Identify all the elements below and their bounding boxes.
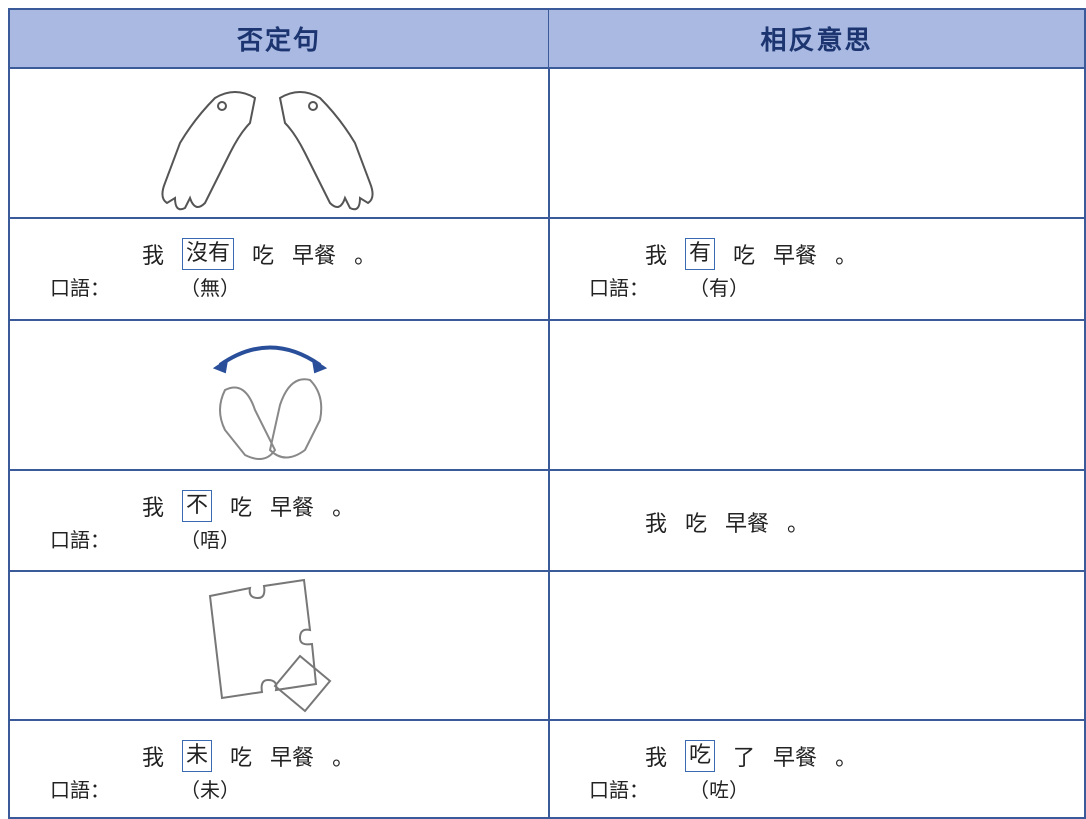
sentence: 我未吃早餐。: [142, 740, 354, 772]
word: 不: [182, 490, 213, 522]
header-cell: 否定句: [8, 8, 550, 69]
word: 吃: [685, 740, 716, 772]
spoken-form: （未）: [180, 778, 240, 802]
word: 。: [332, 496, 355, 521]
empty-cell: [549, 68, 1086, 219]
word: 我: [142, 496, 165, 521]
word: 吃: [685, 512, 708, 537]
sentence: 我吃了早餐。: [645, 740, 857, 772]
word: 早餐: [773, 244, 818, 269]
spoken-form: （咗）: [689, 778, 749, 802]
spoken-label: 口語：: [50, 276, 110, 300]
word: 有: [685, 238, 716, 270]
sentence-cell: 我沒有吃早餐。口語： （無）: [8, 218, 550, 321]
spoken-label: 口語：: [589, 778, 649, 802]
waving-hands-icon: [212, 345, 328, 460]
header-cell: 相反意思: [549, 8, 1086, 69]
word: 我: [645, 512, 668, 537]
word: 早餐: [292, 244, 337, 269]
sentence: 我有吃早餐。: [645, 238, 857, 270]
word: 了: [733, 746, 756, 771]
word: 。: [332, 746, 355, 771]
sentence-cell: 我吃早餐。: [549, 470, 1086, 572]
sentence-cell: 我有吃早餐。口語： （有）: [549, 218, 1086, 321]
sentence-cell: 我不吃早餐。口語： （唔）: [8, 470, 550, 572]
puzzle-icon: [208, 578, 332, 713]
spoken-label: 口語：: [50, 778, 110, 802]
spoken-form: （唔）: [180, 528, 240, 552]
word: 。: [835, 244, 858, 269]
word: 。: [835, 746, 858, 771]
word: 沒有: [182, 238, 235, 270]
sentence: 我不吃早餐。: [142, 490, 354, 522]
word: 吃: [733, 244, 756, 269]
word: 。: [787, 512, 810, 537]
image-cell: [8, 571, 550, 721]
spoken-label: 口語：: [589, 276, 649, 300]
image-cell: [8, 68, 550, 219]
image-cell: [8, 320, 550, 471]
word: 我: [645, 746, 668, 771]
empty-cell: [549, 320, 1086, 471]
word: 吃: [252, 244, 275, 269]
word: 未: [182, 740, 213, 772]
sentence: 我沒有吃早餐。: [142, 238, 376, 270]
word: 。: [354, 244, 377, 269]
word: 早餐: [270, 496, 315, 521]
word: 我: [142, 244, 165, 269]
word: 早餐: [725, 512, 770, 537]
hands-icon: [161, 91, 374, 211]
empty-cell: [549, 571, 1086, 721]
word: 我: [645, 244, 668, 269]
spoken-form: （無）: [180, 276, 240, 300]
sentence: 我吃早餐。: [645, 506, 809, 538]
word: 吃: [230, 496, 253, 521]
word: 早餐: [773, 746, 818, 771]
word: 我: [142, 746, 165, 771]
sentence-cell: 我吃了早餐。口語： （咗）: [549, 720, 1086, 819]
word: 吃: [230, 746, 253, 771]
spoken-form: （有）: [689, 276, 749, 300]
sentence-cell: 我未吃早餐。口語： （未）: [8, 720, 550, 819]
spoken-label: 口語：: [50, 528, 110, 552]
word: 早餐: [270, 746, 315, 771]
